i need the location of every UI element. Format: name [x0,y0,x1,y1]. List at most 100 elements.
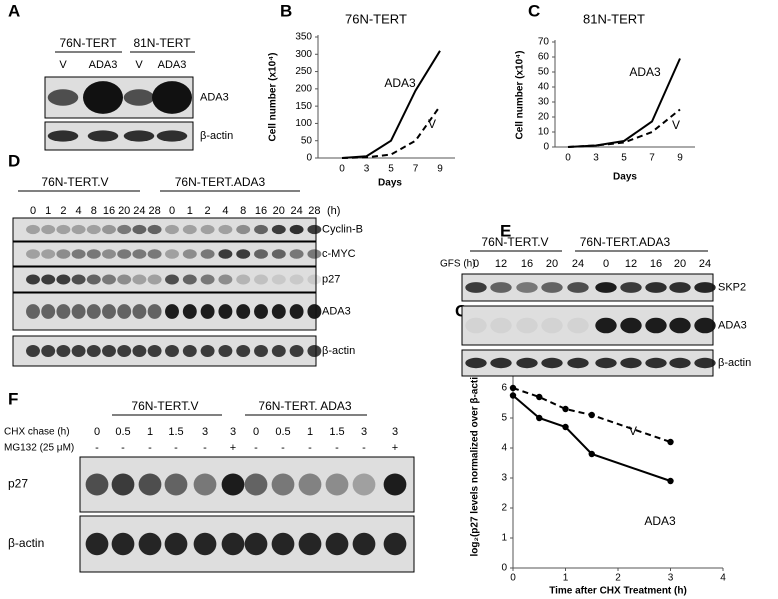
band [41,345,56,357]
band [117,224,132,235]
band [289,304,304,319]
x-tick-label: 0 [510,573,516,584]
band [271,532,295,556]
band [26,274,40,285]
panel-letter: B [280,1,292,20]
band [102,345,116,357]
lane-label: 3 [361,426,367,438]
series-line [341,50,441,159]
band [117,304,132,319]
band [218,224,233,235]
band [123,89,155,106]
band [541,357,563,369]
band [645,317,667,334]
band [244,473,268,496]
band [85,473,109,496]
band [271,224,286,235]
band [41,249,56,259]
band [289,249,304,259]
band [83,81,123,114]
band [289,345,304,357]
lane-label: 28 [308,205,320,217]
band [165,249,179,259]
y-tick-label: 70 [538,37,550,48]
band [26,224,40,235]
band [620,357,642,369]
group-label: 76N-TERT.ADA3 [175,175,266,189]
lane-title: MG132 (25 μM) [4,443,74,454]
band [132,224,147,235]
band [111,532,135,556]
lane-title: CHX chase (h) [4,427,70,438]
band [236,345,251,357]
row-label: β-actin [322,345,355,357]
lane-label: - [203,442,207,454]
lane-label: 1.5 [329,426,344,438]
band [86,304,101,319]
band [165,304,179,319]
band [218,274,233,285]
panel-letter: E [500,221,511,240]
band [200,249,215,259]
band [26,345,40,357]
band [595,357,617,369]
row-label: ADA3 [718,319,747,331]
lane-label: - [148,442,152,454]
y-tick-label: 2 [501,503,507,514]
lane-label: - [281,442,285,454]
series-label: V [428,117,436,131]
lane-label: 24 [572,258,584,270]
band [298,532,322,556]
band [71,249,86,259]
y-tick-label: 100 [295,118,312,129]
y-tick-label: 10 [538,127,550,138]
lane-label: - [254,442,258,454]
row-label: p27 [8,477,28,491]
band [645,282,667,293]
band [254,274,268,285]
band [567,282,589,293]
band [567,357,589,369]
y-tick-label: 150 [295,101,312,112]
panel-letter: F [8,389,18,408]
lane-label: 24 [133,205,145,217]
band [490,317,512,334]
row-label: p27 [322,273,340,285]
group-label: 81N-TERT [133,36,191,50]
band [86,249,101,259]
lane-label: 1 [307,426,313,438]
y-axis-label: Cell number (x10⁴) [515,51,526,140]
band [165,224,179,235]
lane-label: 0 [473,258,479,270]
band [117,249,132,259]
lane-label: 1 [147,426,153,438]
band [620,282,642,293]
band [147,224,162,235]
band [86,345,101,357]
y-tick-label: 0 [306,153,312,164]
lane-label: 2 [205,205,211,217]
band [307,249,322,259]
panel-letter: D [8,151,20,170]
band [669,282,691,293]
y-tick-label: 50 [301,135,313,146]
x-tick-label: 3 [668,573,674,584]
band [236,304,251,319]
lane-label: 0 [30,205,36,217]
band [56,345,71,357]
lane-label: ADA3 [158,59,187,71]
band [298,473,322,496]
band [182,345,197,357]
x-tick-label: 0 [339,164,345,175]
y-axis-label: Cell number (x10⁴) [268,53,279,142]
band [465,317,487,334]
x-tick-label: 1 [563,573,569,584]
band [182,224,197,235]
lane-label: 0 [603,258,609,270]
lane-title: GFS (h) [440,259,476,270]
point [562,405,569,413]
group-label: 76N-TERT.V [481,235,548,249]
band [271,274,286,285]
lane-label: 0.5 [115,426,130,438]
